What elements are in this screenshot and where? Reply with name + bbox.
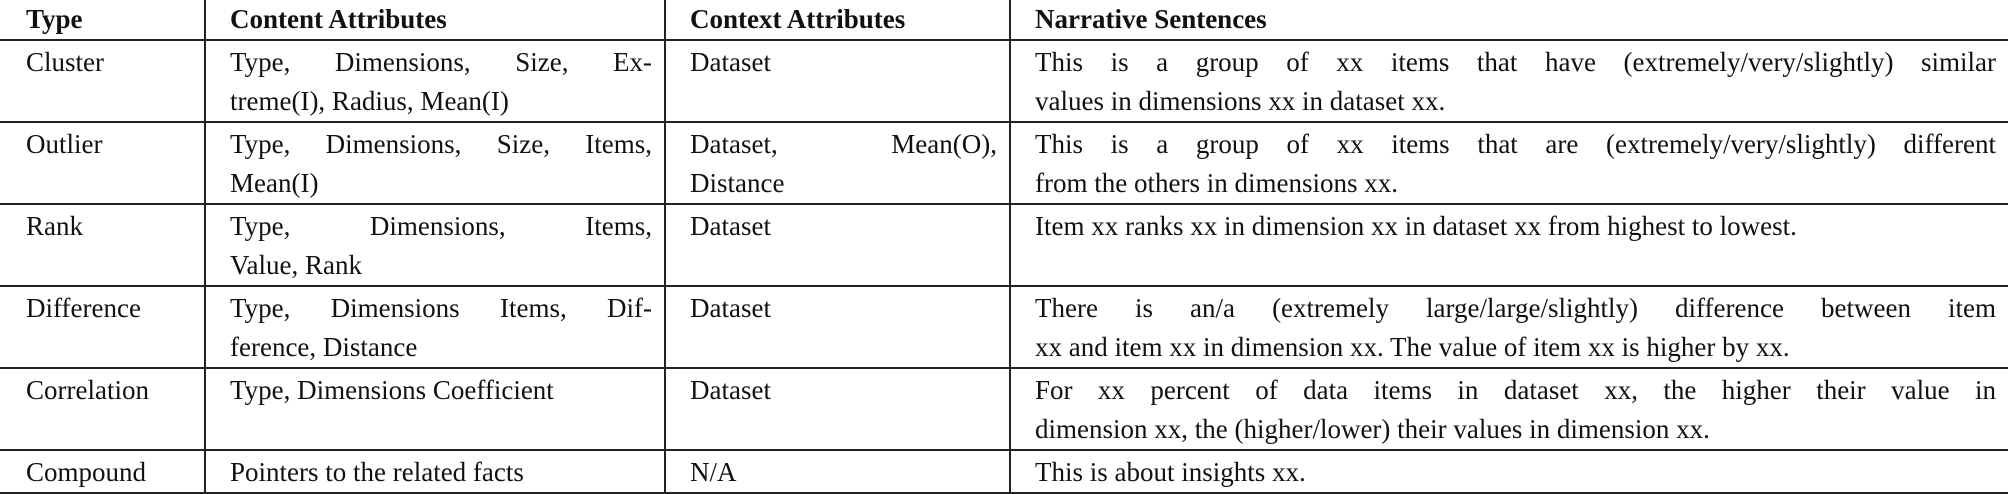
cell-line: Dataset — [690, 47, 771, 77]
header-type: Type — [0, 0, 206, 41]
header-narrative-sentences: Narrative Sentences — [1009, 0, 2008, 41]
cell-line: values in dimensions xx in dataset xx. — [1035, 86, 1446, 116]
cell-line: Pointers to the related facts — [230, 457, 524, 487]
cell-line: dimension xx, the (higher/lower) their v… — [1035, 414, 1710, 444]
cell-line: For xx percent of data items in dataset … — [1035, 375, 1996, 405]
cell-line: Mean(I) — [230, 168, 319, 198]
narrative-sentence-cell: There is an/a (extremely large/large/sli… — [1009, 286, 2008, 369]
cell-line: There is an/a (extremely large/large/sli… — [1035, 293, 1996, 323]
cell-line: Value, Rank — [230, 250, 362, 280]
type-cell: Cluster — [0, 40, 206, 123]
content-attributes-cell: Type, Dimensions Items, Dif-ference, Dis… — [204, 286, 666, 369]
type-cell: Outlier — [0, 122, 206, 205]
content-attributes-cell: Type, Dimensions, Size, Items, Mean(I) — [204, 122, 666, 205]
context-attributes-cell: Dataset, Mean(O), Distance — [664, 122, 1011, 205]
content-attributes-cell: Type, Dimensions, Items, Value, Rank — [204, 204, 666, 287]
table-body: Cluster Type, Dimensions, Size, Ex-treme(… — [0, 40, 2008, 494]
context-attributes-cell: Dataset — [664, 40, 1011, 123]
cell-line: Type, Dimensions Items, Dif- — [230, 293, 652, 323]
table-row: Outlier Type, Dimensions, Size, Items, Mea… — [0, 122, 2008, 205]
cell-line: ference, Distance — [230, 332, 418, 362]
cell-line: Type, Dimensions, Size, Items, — [230, 129, 652, 159]
type-cell: Correlation — [0, 368, 206, 451]
cell-line: Dataset — [690, 375, 771, 405]
content-attributes-cell: Type, Dimensions, Size, Ex-treme(I), Rad… — [204, 40, 666, 123]
type-cell: Rank — [0, 204, 206, 287]
cell-line: Dataset, Mean(O), — [690, 129, 997, 159]
type-cell: Difference — [0, 286, 206, 369]
context-attributes-cell: Dataset — [664, 204, 1011, 287]
cell-line: This is a group of xx items that are (ex… — [1035, 129, 1996, 159]
type-cell: Compound — [0, 450, 206, 494]
table-row: Cluster Type, Dimensions, Size, Ex-treme(… — [0, 40, 2008, 123]
header-context-attributes: Context Attributes — [664, 0, 1011, 41]
cell-line: Dataset — [690, 293, 771, 323]
header-row: Type Content Attributes Context Attribut… — [0, 0, 2008, 41]
narrative-sentence-cell: This is a group of xx items that have (e… — [1009, 40, 2008, 123]
context-attributes-cell: N/A — [664, 450, 1011, 494]
cell-line: This is about insights xx. — [1035, 457, 1306, 487]
cell-line: N/A — [690, 457, 737, 487]
content-attributes-cell: Type, Dimensions Coefficient — [204, 368, 666, 451]
cell-line: Distance — [690, 168, 785, 198]
table-row: Compound Pointers to the related facts N/A… — [0, 450, 2008, 494]
content-attributes-cell: Pointers to the related facts — [204, 450, 666, 494]
cell-line: Dataset — [690, 211, 771, 241]
narrative-sentence-cell: Item xx ranks xx in dimension xx in data… — [1009, 204, 2008, 287]
table-row: Difference Type, Dimensions Items, Dif-fe… — [0, 286, 2008, 369]
cell-line: xx and item xx in dimension xx. The valu… — [1035, 332, 1790, 362]
narrative-sentence-cell: This is a group of xx items that are (ex… — [1009, 122, 2008, 205]
cell-line: Item xx ranks xx in dimension xx in data… — [1035, 211, 1797, 241]
cell-line: treme(I), Radius, Mean(I) — [230, 86, 509, 116]
cell-line: from the others in dimensions xx. — [1035, 168, 1398, 198]
narrative-sentence-cell: This is about insights xx. — [1009, 450, 2008, 494]
table-row: Rank Type, Dimensions, Items, Value, Rank D… — [0, 204, 2008, 287]
narrative-sentence-cell: For xx percent of data items in dataset … — [1009, 368, 2008, 451]
cell-line: Type, Dimensions Coefficient — [230, 375, 554, 405]
context-attributes-cell: Dataset — [664, 286, 1011, 369]
cell-line: Type, Dimensions, Size, Ex- — [230, 47, 652, 77]
table-row: Correlation Type, Dimensions Coefficient D… — [0, 368, 2008, 451]
cell-line: This is a group of xx items that have (e… — [1035, 47, 1996, 77]
cell-line: Type, Dimensions, Items, — [230, 211, 652, 241]
context-attributes-cell: Dataset — [664, 368, 1011, 451]
header-content-attributes: Content Attributes — [204, 0, 666, 41]
